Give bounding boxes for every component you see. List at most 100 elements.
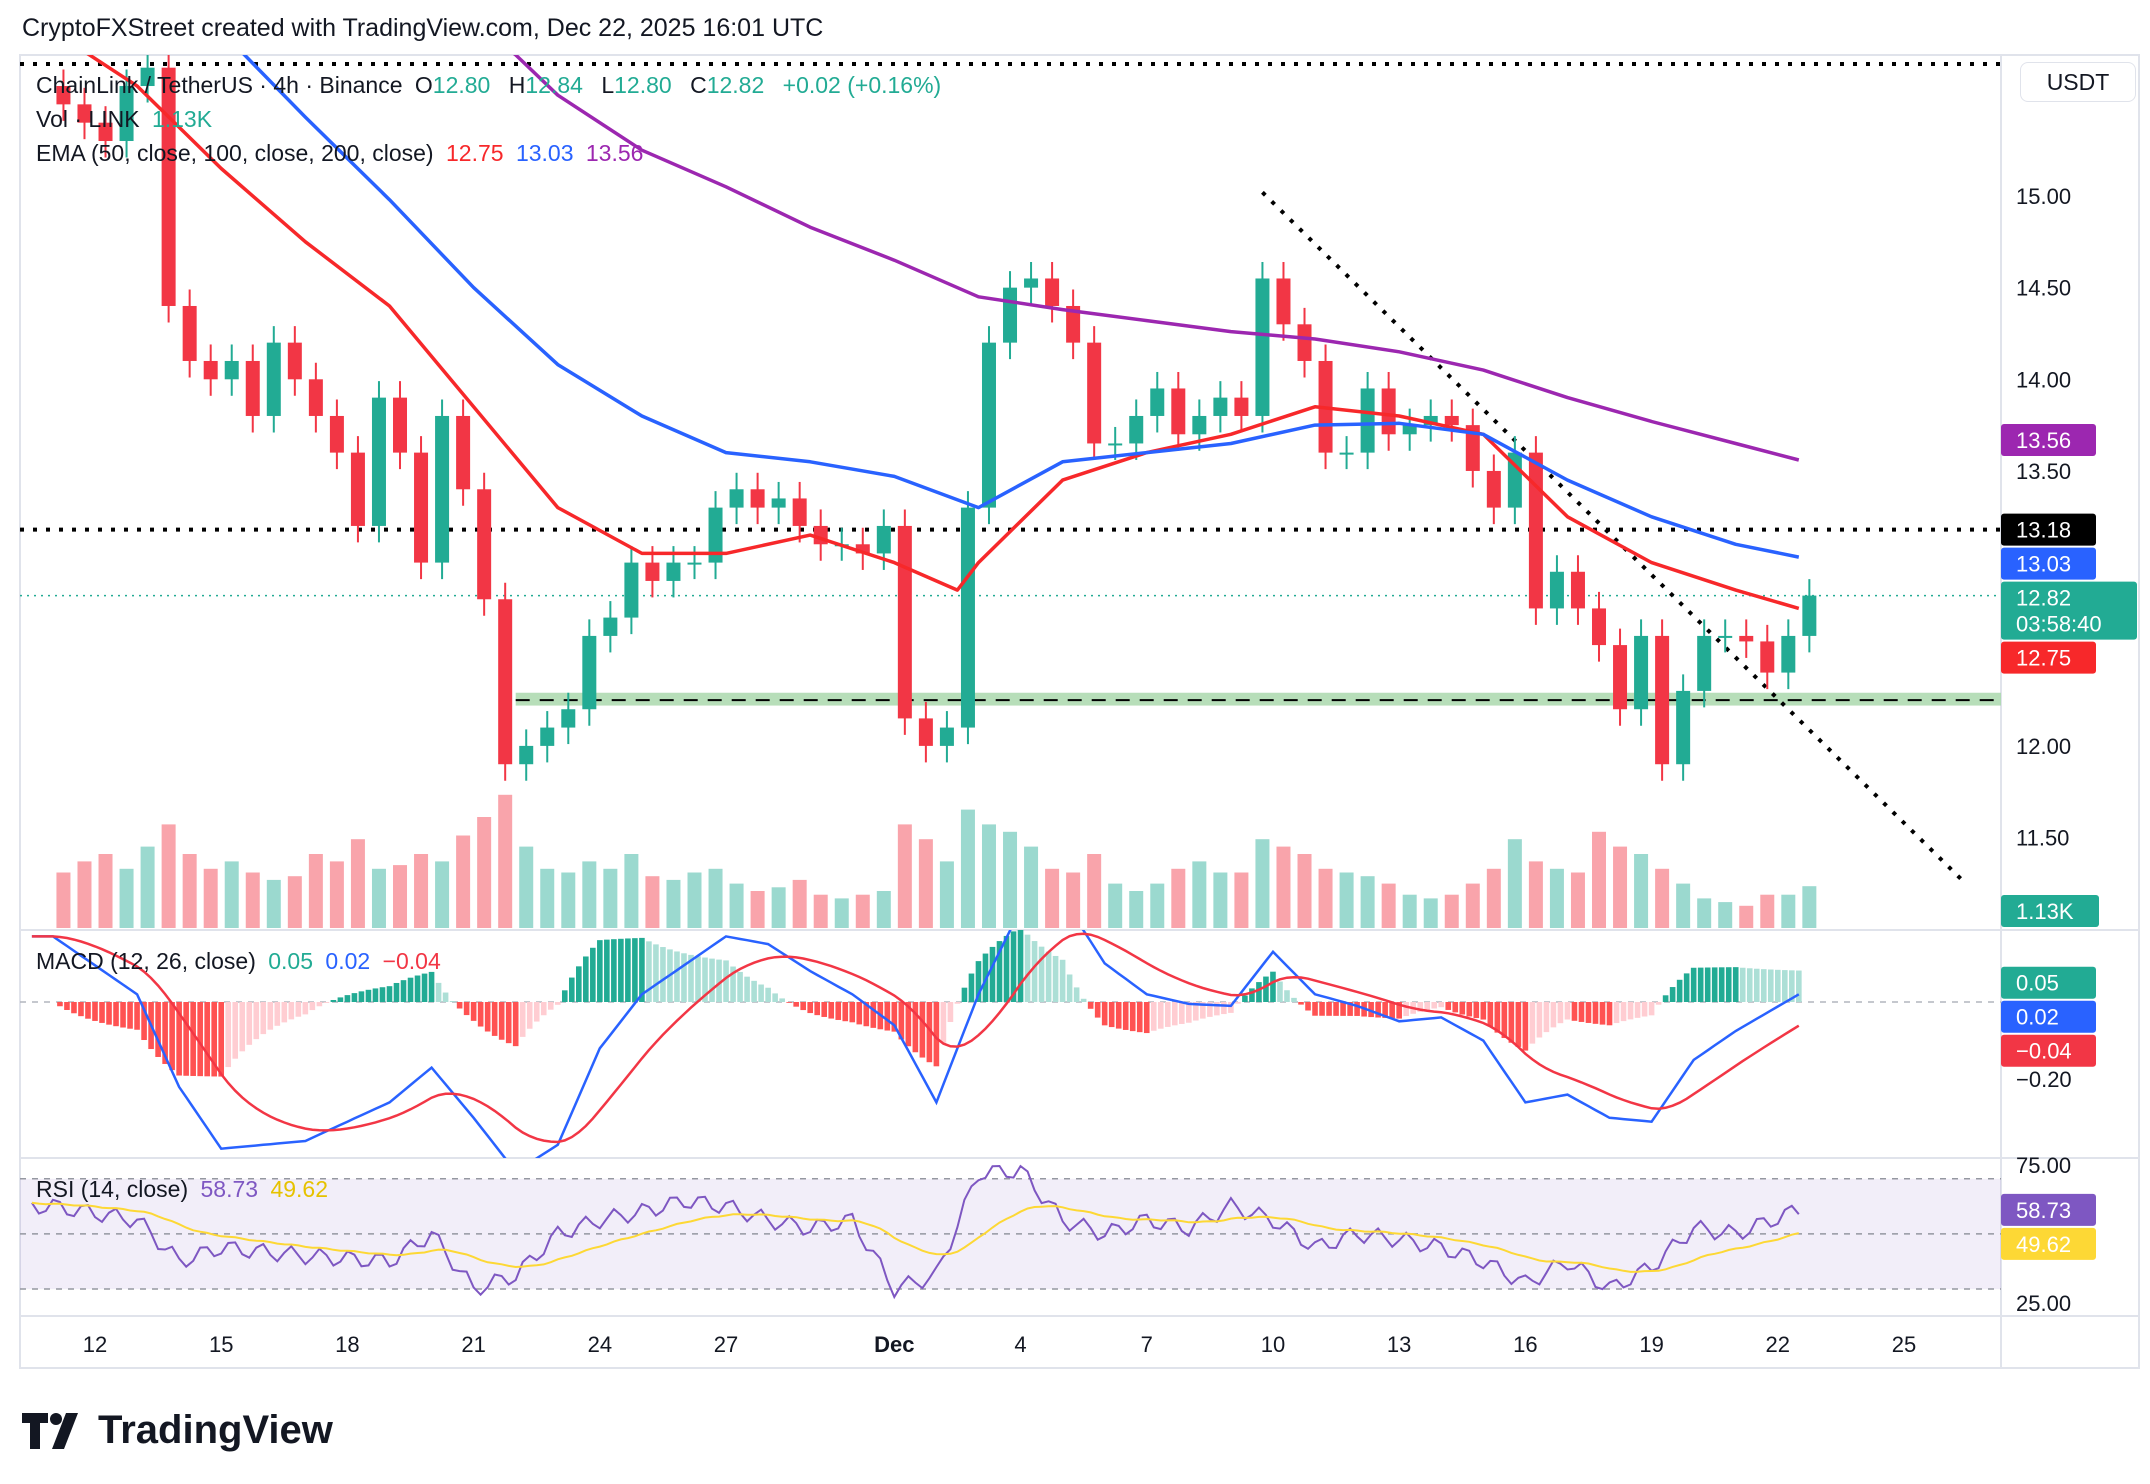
candle[interactable] [1634, 635, 1649, 710]
symbol-title[interactable]: ChainLink / TetherUS · 4h · Binance [36, 72, 403, 98]
ema-label[interactable]: EMA (50, close, 100, close, 200, close) [36, 140, 434, 166]
macd-histogram-bar [1101, 1002, 1108, 1026]
candle[interactable] [708, 507, 723, 563]
volume-label[interactable]: Vol · LINK [36, 106, 140, 132]
chart-attribution: CryptoFXStreet created with TradingView.… [22, 14, 824, 42]
candle[interactable] [1718, 635, 1733, 638]
candle[interactable] [1003, 287, 1018, 343]
candle[interactable] [1360, 388, 1375, 453]
candle[interactable] [1192, 415, 1207, 435]
candle[interactable] [687, 562, 702, 565]
candle[interactable] [456, 415, 471, 490]
candle[interactable] [603, 617, 618, 636]
candle[interactable] [561, 709, 576, 728]
price-badge-label: 0.05 [2016, 971, 2059, 996]
candle[interactable] [1486, 470, 1501, 508]
macd-histogram-bar [239, 1002, 246, 1052]
candle[interactable] [1697, 635, 1712, 691]
candle[interactable] [1024, 278, 1039, 288]
candle[interactable] [1066, 305, 1081, 343]
candle[interactable] [582, 635, 597, 710]
candle[interactable] [519, 745, 534, 765]
macd-histogram-bar [1340, 1002, 1346, 1016]
candle[interactable] [1802, 595, 1817, 636]
candle[interactable] [1150, 388, 1165, 416]
candle[interactable] [750, 489, 765, 508]
candle[interactable] [1676, 690, 1691, 765]
candle[interactable] [287, 342, 302, 380]
candle[interactable] [1549, 571, 1564, 609]
candle[interactable] [1381, 388, 1396, 435]
macd-histogram-bar [211, 1002, 217, 1077]
candle[interactable] [435, 415, 450, 563]
candle[interactable] [1087, 342, 1102, 444]
macd-label[interactable]: MACD (12, 26, close) [36, 948, 256, 974]
candle[interactable] [981, 342, 996, 508]
candle[interactable] [771, 498, 786, 508]
candle[interactable] [729, 489, 744, 508]
candle[interactable] [266, 342, 281, 416]
candle[interactable] [1423, 415, 1438, 426]
candle[interactable] [1570, 571, 1585, 609]
candle[interactable] [1760, 641, 1775, 673]
candle[interactable] [98, 122, 113, 142]
candle[interactable] [393, 397, 408, 453]
candle[interactable] [308, 379, 323, 416]
macd-histogram-bar [162, 1002, 168, 1064]
support-zone[interactable] [515, 692, 2001, 706]
candle[interactable] [371, 397, 386, 526]
candle[interactable] [1444, 415, 1459, 426]
candle[interactable] [56, 86, 71, 105]
candle[interactable] [1592, 608, 1607, 646]
candle[interactable] [182, 305, 197, 361]
candle[interactable] [1465, 425, 1480, 471]
candle[interactable] [1739, 635, 1754, 642]
candle[interactable] [1613, 645, 1628, 710]
candle[interactable] [792, 498, 807, 526]
candle[interactable] [414, 452, 429, 563]
candle[interactable] [1402, 425, 1417, 435]
candle[interactable] [1297, 324, 1312, 361]
currency-button[interactable]: USDT [2020, 62, 2136, 102]
candle[interactable] [1045, 278, 1060, 306]
candle[interactable] [939, 727, 954, 746]
candle[interactable] [498, 599, 513, 765]
candle[interactable] [140, 67, 155, 87]
volume-bar [813, 894, 828, 928]
candle[interactable] [245, 360, 260, 416]
macd-histogram-bar [583, 956, 589, 1002]
candle[interactable] [1234, 397, 1249, 416]
candle[interactable] [1781, 635, 1796, 673]
candle[interactable] [1129, 415, 1144, 444]
candle[interactable] [876, 525, 891, 554]
candle[interactable] [77, 104, 92, 123]
candle[interactable] [1213, 397, 1228, 416]
candle[interactable] [645, 562, 660, 581]
candle[interactable] [329, 415, 344, 453]
candle[interactable] [918, 718, 933, 746]
candle[interactable] [666, 562, 681, 581]
candle[interactable] [624, 562, 639, 618]
candle[interactable] [1528, 452, 1543, 609]
candle[interactable] [1171, 388, 1186, 435]
rsi-label[interactable]: RSI (14, close) [36, 1176, 189, 1202]
candle[interactable] [119, 86, 134, 142]
tradingview-logo[interactable]: TradingView [22, 1408, 333, 1453]
candle[interactable] [540, 727, 555, 746]
candle[interactable] [203, 360, 218, 380]
candle[interactable] [1339, 452, 1354, 455]
candle[interactable] [224, 360, 239, 380]
candle[interactable] [1276, 278, 1291, 325]
candle[interactable] [477, 489, 492, 600]
candle[interactable] [1108, 443, 1123, 446]
candle[interactable] [161, 67, 176, 306]
candle[interactable] [960, 507, 975, 728]
macd-histogram-bar [1003, 935, 1010, 1002]
candle[interactable] [350, 452, 365, 526]
candle[interactable] [897, 525, 912, 719]
candle[interactable] [1255, 278, 1270, 416]
candle[interactable] [855, 544, 870, 554]
candle[interactable] [1655, 635, 1670, 765]
descending-trendline[interactable] [1261, 190, 1966, 883]
